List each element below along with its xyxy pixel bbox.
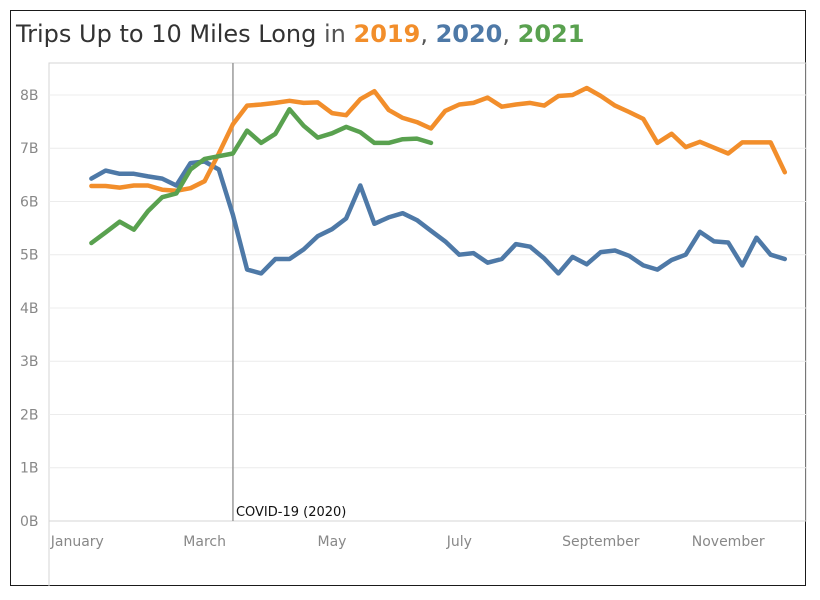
y-tick-label: 6B (20, 194, 39, 210)
title-sep-1: , (420, 20, 436, 48)
title-in: in (316, 20, 354, 48)
x-tick-label: September (562, 534, 640, 550)
x-tick-label: November (692, 534, 765, 550)
x-tick-label: January (50, 534, 104, 550)
series-line-2021 (89, 107, 434, 246)
x-tick-label: March (183, 534, 226, 550)
title-year-2019: 2019 (353, 20, 421, 48)
series-line-2019 (89, 85, 788, 194)
chart-frame (10, 10, 806, 586)
plot-area-border (48, 62, 807, 522)
x-tick-label: July (446, 534, 472, 550)
title-prefix: Trips Up to 10 Miles Long (16, 20, 317, 48)
y-tick-label: 5B (20, 248, 39, 264)
covid-annotation: COVID-19 (2020) (236, 505, 346, 520)
y-tick-label: 2B (20, 407, 39, 423)
y-tick-label: 7B (20, 141, 39, 157)
title-year-2021: 2021 (517, 20, 585, 48)
series-lines (89, 85, 788, 276)
series-line-2020 (89, 159, 788, 276)
y-axis-ticks: 0B 1B 2B 3B 4B 5B 6B 7B 8B (20, 88, 39, 530)
y-tick-label: 8B (20, 88, 39, 104)
gridlines (49, 94, 806, 469)
y-tick-label: 4B (20, 301, 39, 317)
x-tick-label: May (318, 534, 347, 550)
title-year-2020: 2020 (435, 20, 503, 48)
y-tick-label: 0B (20, 514, 39, 530)
y-tick-label: 1B (20, 461, 39, 477)
y-tick-label: 3B (20, 354, 39, 370)
x-axis-ticks: January March May July September November (50, 534, 765, 550)
chart-title: Trips Up to 10 Miles Long in 2019, 2020,… (16, 20, 584, 48)
title-sep-2: , (502, 20, 518, 48)
